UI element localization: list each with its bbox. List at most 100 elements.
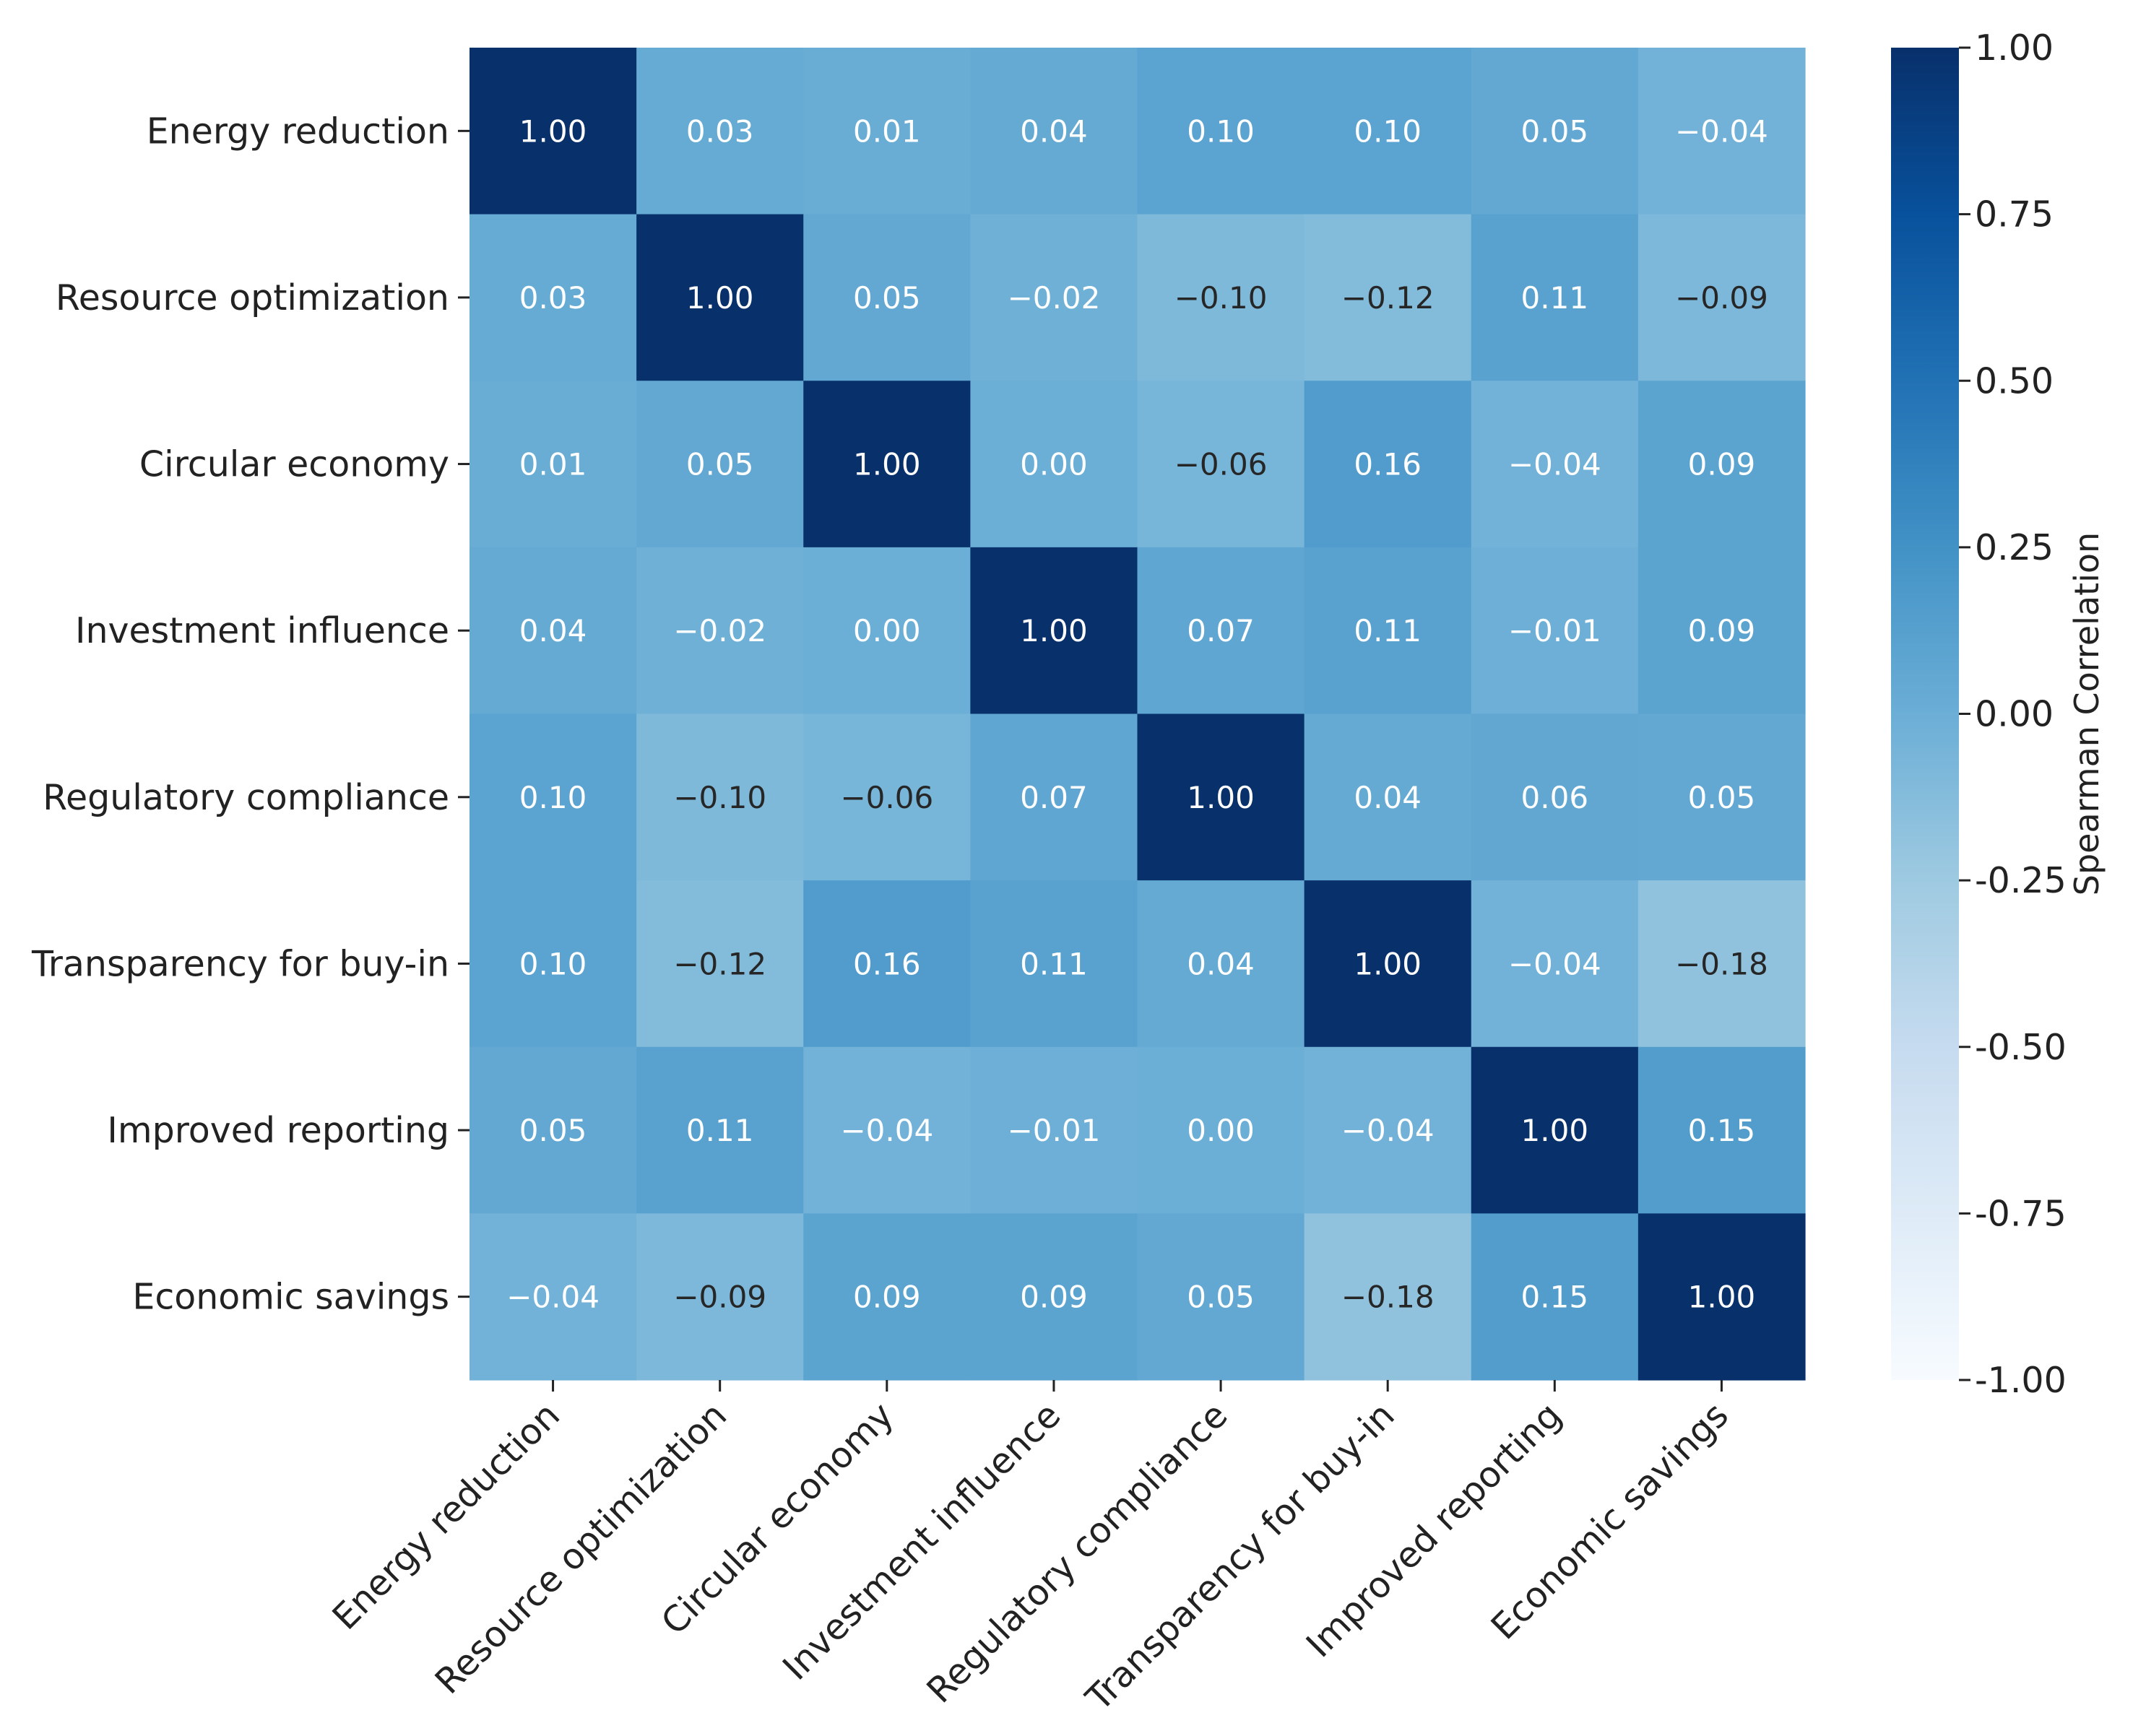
heatmap-cell [970, 547, 1138, 715]
cell-value: 0.16 [853, 946, 921, 981]
cell-value: 1.00 [1187, 780, 1255, 815]
cell-value: −0.04 [1341, 1113, 1435, 1148]
cell-value: 0.04 [1020, 113, 1088, 149]
heatmap-cell [1471, 381, 1639, 548]
colorbar-tick-label: 0.25 [1975, 527, 2054, 568]
heatmap-cell [1471, 713, 1639, 881]
heatmap-cell [470, 214, 637, 381]
cell-value: −0.02 [1008, 280, 1101, 316]
heatmap-cell [636, 880, 804, 1048]
heatmap-cell [1137, 713, 1305, 881]
cell-value: 0.00 [1020, 447, 1088, 482]
y-tick-label: Investment influence [75, 610, 449, 651]
heatmap-cell [1137, 48, 1305, 215]
colorbar: 1.00 0.75 0.50 0.25 0.00 -0.25 -0.50 -0.75 -1.00… [1891, 27, 2106, 1401]
colorbar-label: Spearman Correlation [2067, 532, 2106, 895]
heatmap-cell [1637, 48, 1806, 215]
heatmap-cell [636, 713, 804, 881]
cell-value: −0.18 [1341, 1280, 1435, 1315]
heatmap-cell [1471, 880, 1639, 1048]
y-axis: Energy reduction Resource optimization Cir… [31, 110, 470, 1318]
cell-value: 0.03 [519, 280, 587, 316]
cell-value: −0.12 [673, 946, 766, 981]
cell-value: 0.11 [686, 1113, 754, 1148]
cell-value: 0.05 [1521, 113, 1589, 149]
cell-value: 0.09 [1020, 1280, 1088, 1315]
heatmap-cell [1471, 1213, 1639, 1381]
y-tick-label: Improved reporting [107, 1110, 449, 1151]
heatmap-cell [803, 713, 971, 881]
heatmap-cell [1637, 880, 1806, 1048]
heatmap-cell [1304, 1046, 1472, 1214]
heatmap-cell [1304, 713, 1472, 881]
cell-value: 0.05 [1688, 780, 1756, 815]
cell-value: 0.00 [853, 613, 921, 648]
heatmap-cell [636, 1046, 804, 1214]
heatmap-cells [470, 48, 1806, 1381]
cell-value: 0.06 [1521, 780, 1589, 815]
cell-value: 0.01 [853, 113, 921, 149]
cell-value: −0.09 [1675, 280, 1768, 316]
cell-value: 0.04 [519, 613, 587, 648]
cell-value: −0.04 [506, 1280, 600, 1315]
heatmap-cell [803, 1213, 971, 1381]
heatmap-cell [470, 48, 637, 215]
cell-value: 0.05 [853, 280, 921, 316]
heatmap-cell [970, 1046, 1138, 1214]
cell-value: 0.05 [686, 447, 754, 482]
x-tick-label: Investment influence [775, 1394, 1069, 1688]
heatmap-cell [970, 381, 1138, 548]
cell-value: 0.10 [519, 946, 587, 981]
heatmap-cell [1137, 880, 1305, 1048]
heatmap-cell [1637, 214, 1806, 381]
heatmap-cell [1137, 381, 1305, 548]
heatmap-cell [1637, 381, 1806, 548]
heatmap-cell [470, 1046, 637, 1214]
heatmap-cell [970, 48, 1138, 215]
cell-value: 0.04 [1187, 946, 1255, 981]
colorbar-tick-label: 0.75 [1975, 194, 2054, 235]
heatmap-cell [470, 547, 637, 715]
cell-value: 1.00 [1020, 613, 1088, 648]
heatmap-cell [1471, 1046, 1639, 1214]
y-tick-label: Resource optimization [56, 277, 449, 318]
cell-value: 0.09 [853, 1280, 921, 1315]
heatmap-cell [1137, 214, 1305, 381]
cell-value: 0.15 [1521, 1280, 1589, 1315]
colorbar-gradient [1891, 48, 1959, 1380]
heatmap-cell [470, 1213, 637, 1381]
heatmap-cell [1637, 547, 1806, 715]
heatmap-cell [803, 214, 971, 381]
heatmap-cell [470, 880, 637, 1048]
heatmap-cell [1304, 214, 1472, 381]
cell-value: 0.07 [1187, 613, 1255, 648]
heatmap-cell [970, 214, 1138, 381]
y-tick-label: Circular economy [139, 444, 449, 485]
cell-value: 0.10 [519, 780, 587, 815]
cell-value: 0.07 [1020, 780, 1088, 815]
heatmap-cell [1637, 713, 1806, 881]
cell-value: 0.03 [686, 113, 754, 149]
colorbar-tick-label: -0.75 [1975, 1193, 2067, 1234]
heatmap-cell [1637, 1213, 1806, 1381]
cell-value: 0.10 [1354, 113, 1422, 149]
cell-value: −0.04 [840, 1113, 933, 1148]
cell-value: 0.16 [1354, 447, 1422, 482]
heatmap-cell [636, 1213, 804, 1381]
colorbar-tick-label: 0.50 [1975, 360, 2054, 402]
colorbar-tick-label: 0.00 [1975, 694, 2054, 735]
heatmap-cell [970, 713, 1138, 881]
x-tick-label: Regulatory compliance [919, 1394, 1235, 1711]
heatmap-cell [636, 547, 804, 715]
colorbar-tick-label: -0.50 [1975, 1027, 2067, 1068]
heatmap-cell [636, 48, 804, 215]
heatmap-cell [803, 547, 971, 715]
colorbar-ticks: 1.00 0.75 0.50 0.25 0.00 -0.25 -0.50 -0.75 -1.00 [1959, 27, 2067, 1401]
heatmap-cell [803, 48, 971, 215]
cell-annotations: 1.00 0.03 0.01 0.04 0.10 0.10 0.05 −0.04 0.03 1.0… [506, 113, 1768, 1314]
heatmap-cell [1471, 48, 1639, 215]
cell-value: −0.04 [1508, 447, 1601, 482]
cell-value: 1.00 [1354, 946, 1422, 981]
heatmap-cell [970, 1213, 1138, 1381]
